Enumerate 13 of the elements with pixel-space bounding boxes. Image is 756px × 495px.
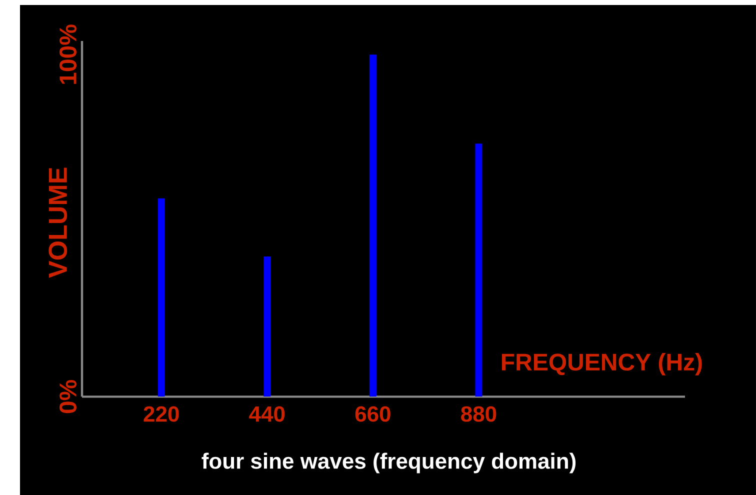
text: four sine waves (frequency domain) xyxy=(202,452,576,474)
x-tick-label: 660 xyxy=(355,406,390,422)
bar xyxy=(369,54,376,397)
y-tick-label: 0% xyxy=(60,380,77,414)
bar xyxy=(475,144,482,397)
bar xyxy=(264,256,271,397)
x-tick-label: 880 xyxy=(461,406,496,422)
y-axis-title: VOLUME xyxy=(48,168,68,278)
x-tick-label: 220 xyxy=(144,406,179,422)
x-tick-label: 440 xyxy=(249,406,285,422)
x-axis-title: FREQUENCY (Hz) xyxy=(502,352,702,376)
y-tick-label: 100% xyxy=(60,24,77,84)
bar xyxy=(158,198,165,397)
